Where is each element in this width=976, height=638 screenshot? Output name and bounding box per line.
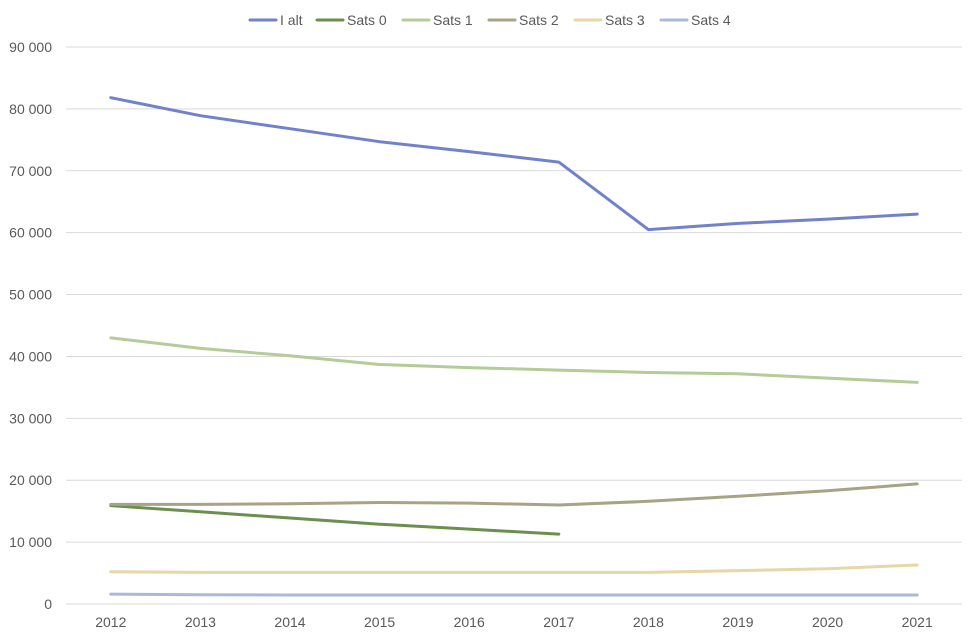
gridlines: [66, 46, 962, 605]
y-tick-label: 60 000: [9, 225, 52, 241]
x-tick-label: 2018: [633, 614, 664, 630]
series-line-i-alt: [109, 96, 919, 232]
legend-item-sats-1[interactable]: Sats 1: [401, 12, 473, 28]
y-tick-label: 80 000: [9, 101, 52, 117]
x-tick-label: 2016: [454, 614, 485, 630]
legend-item-sats-3[interactable]: Sats 3: [573, 12, 645, 28]
y-tick-label: 90 000: [9, 39, 52, 55]
series-line-sats-4: [109, 592, 919, 597]
legend-item-sats-4[interactable]: Sats 4: [659, 12, 731, 28]
y-axis-tick-labels: 0 10 000 20 000 30 000 40 000 50 000 60 000 70 …: [9, 39, 52, 612]
series-line-sats-1: [109, 336, 919, 384]
legend-label: Sats 3: [605, 12, 645, 28]
y-tick-label: 40 000: [9, 348, 52, 364]
y-tick-label: 10 000: [9, 534, 52, 550]
legend-item-sats-0[interactable]: Sats 0: [315, 12, 387, 28]
legend[interactable]: I alt Sats 0 Sats 1 Sats 2 Sats 3 Sats 4: [248, 12, 731, 28]
x-tick-label: 2021: [902, 614, 933, 630]
series-line-sats-0: [109, 504, 561, 536]
x-tick-label: 2017: [543, 614, 574, 630]
x-axis-tick-labels: 2012 2013 2014 2015 2016 2017 2018 2019 2020 2021: [95, 614, 933, 630]
x-tick-label: 2019: [722, 614, 753, 630]
y-tick-label: 0: [44, 596, 52, 612]
series-line-sats-2: [109, 482, 919, 507]
y-tick-label: 30 000: [9, 410, 52, 426]
x-tick-label: 2014: [274, 614, 305, 630]
series-lines: [109, 96, 919, 597]
legend-label: Sats 1: [433, 12, 473, 28]
legend-label: Sats 4: [691, 12, 731, 28]
x-tick-label: 2020: [812, 614, 843, 630]
series-line-sats-3: [109, 563, 919, 574]
legend-label: I alt: [280, 12, 303, 28]
legend-item-i-alt[interactable]: I alt: [248, 12, 303, 28]
legend-item-sats-2[interactable]: Sats 2: [487, 12, 559, 28]
x-tick-label: 2013: [185, 614, 216, 630]
legend-label: Sats 2: [519, 12, 559, 28]
y-tick-label: 20 000: [9, 472, 52, 488]
x-tick-label: 2015: [364, 614, 395, 630]
x-tick-label: 2012: [95, 614, 126, 630]
y-tick-label: 50 000: [9, 287, 52, 303]
legend-label: Sats 0: [347, 12, 387, 28]
y-tick-label: 70 000: [9, 163, 52, 179]
